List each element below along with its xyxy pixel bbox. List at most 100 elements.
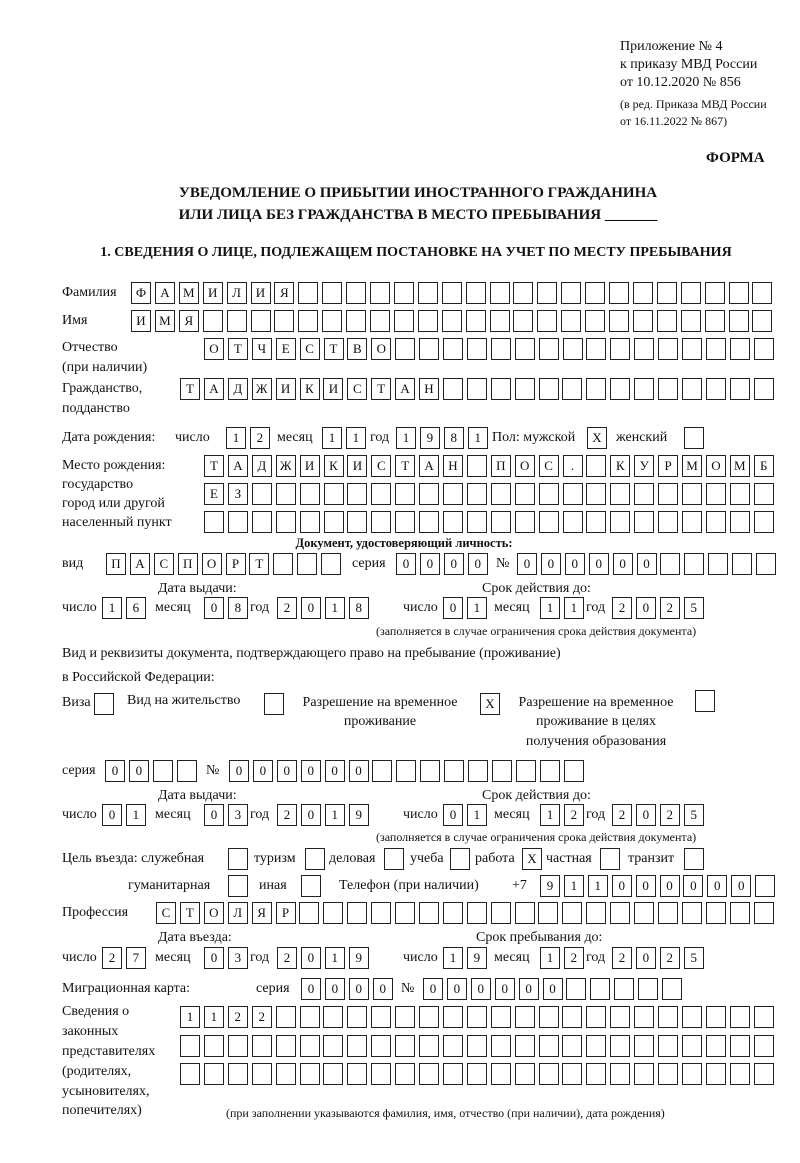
char-cell[interactable]: 2 bbox=[227, 1006, 248, 1028]
char-cell[interactable] bbox=[705, 1035, 726, 1057]
char-cell[interactable] bbox=[681, 1035, 702, 1057]
char-cell[interactable] bbox=[442, 1006, 463, 1028]
checkbox-cell[interactable] bbox=[600, 848, 620, 870]
char-cell[interactable] bbox=[251, 1035, 272, 1057]
char-cell[interactable] bbox=[299, 1063, 320, 1085]
char-cell[interactable] bbox=[323, 483, 344, 505]
char-cell[interactable]: 0 bbox=[372, 978, 393, 1000]
char-cell[interactable] bbox=[490, 378, 511, 400]
char-cell[interactable] bbox=[656, 282, 677, 304]
char-cell[interactable] bbox=[753, 511, 774, 533]
char-cell[interactable] bbox=[323, 1035, 344, 1057]
char-cell[interactable] bbox=[752, 310, 773, 332]
char-cell[interactable] bbox=[729, 902, 750, 924]
char-cell[interactable]: 1 bbox=[125, 804, 146, 826]
char-cell[interactable]: П bbox=[106, 553, 126, 575]
char-cell[interactable] bbox=[755, 875, 776, 897]
char-cell[interactable]: 0 bbox=[635, 804, 656, 826]
char-cell[interactable] bbox=[562, 483, 583, 505]
checkbox-cell[interactable] bbox=[450, 848, 470, 870]
char-cell[interactable]: О bbox=[203, 902, 224, 924]
char-cell[interactable]: С bbox=[347, 378, 368, 400]
char-cell[interactable] bbox=[705, 511, 726, 533]
char-cell[interactable] bbox=[753, 378, 774, 400]
char-cell[interactable] bbox=[491, 760, 512, 782]
char-cell[interactable] bbox=[443, 511, 463, 533]
char-cell[interactable] bbox=[658, 1063, 678, 1085]
char-cell[interactable] bbox=[419, 511, 440, 533]
char-cell[interactable]: 9 bbox=[419, 427, 440, 449]
char-cell[interactable]: Л bbox=[226, 282, 247, 304]
char-cell[interactable]: 0 bbox=[443, 553, 464, 575]
char-cell[interactable] bbox=[298, 282, 319, 304]
char-cell[interactable]: 2 bbox=[251, 1006, 272, 1028]
char-cell[interactable] bbox=[681, 1063, 702, 1085]
char-cell[interactable] bbox=[729, 378, 750, 400]
char-cell[interactable] bbox=[538, 1006, 559, 1028]
char-cell[interactable] bbox=[562, 1006, 583, 1028]
char-cell[interactable] bbox=[728, 282, 749, 304]
char-cell[interactable] bbox=[274, 310, 295, 332]
char-cell[interactable]: О bbox=[514, 455, 535, 477]
char-cell[interactable] bbox=[562, 378, 583, 400]
char-cell[interactable] bbox=[347, 511, 368, 533]
char-cell[interactable]: 0 bbox=[204, 597, 224, 619]
char-cell[interactable] bbox=[538, 338, 559, 360]
char-cell[interactable] bbox=[729, 1063, 750, 1085]
char-cell[interactable]: 7 bbox=[125, 947, 146, 969]
char-cell[interactable]: Е bbox=[204, 483, 224, 505]
char-cell[interactable]: 3 bbox=[227, 804, 248, 826]
char-cell[interactable] bbox=[273, 553, 294, 575]
char-cell[interactable]: 2 bbox=[563, 804, 584, 826]
char-cell[interactable]: 8 bbox=[443, 427, 464, 449]
char-cell[interactable]: 0 bbox=[419, 553, 440, 575]
char-cell[interactable] bbox=[684, 553, 705, 575]
char-cell[interactable]: 0 bbox=[446, 978, 467, 1000]
checkbox-cell[interactable] bbox=[228, 848, 248, 870]
char-cell[interactable] bbox=[658, 1006, 678, 1028]
char-cell[interactable]: И bbox=[250, 282, 271, 304]
char-cell[interactable] bbox=[347, 1063, 368, 1085]
char-cell[interactable] bbox=[419, 338, 440, 360]
checkbox-cell[interactable]: X bbox=[480, 693, 500, 715]
char-cell[interactable] bbox=[681, 902, 702, 924]
char-cell[interactable]: 1 bbox=[563, 875, 584, 897]
char-cell[interactable] bbox=[681, 378, 702, 400]
char-cell[interactable] bbox=[614, 978, 635, 1000]
char-cell[interactable]: А bbox=[154, 282, 175, 304]
char-cell[interactable]: 1 bbox=[540, 804, 560, 826]
checkbox-cell[interactable] bbox=[684, 427, 704, 449]
char-cell[interactable] bbox=[680, 310, 701, 332]
char-cell[interactable]: 0 bbox=[324, 978, 345, 1000]
char-cell[interactable] bbox=[705, 1063, 726, 1085]
char-cell[interactable]: К bbox=[323, 455, 344, 477]
char-cell[interactable]: А bbox=[227, 455, 248, 477]
char-cell[interactable] bbox=[609, 282, 629, 304]
char-cell[interactable] bbox=[490, 1035, 511, 1057]
checkbox-cell[interactable] bbox=[305, 848, 325, 870]
char-cell[interactable]: И bbox=[299, 455, 320, 477]
char-cell[interactable] bbox=[323, 511, 344, 533]
char-cell[interactable] bbox=[370, 282, 390, 304]
char-cell[interactable] bbox=[705, 338, 726, 360]
char-cell[interactable] bbox=[371, 1035, 392, 1057]
char-cell[interactable]: 0 bbox=[204, 947, 224, 969]
char-cell[interactable] bbox=[704, 282, 725, 304]
char-cell[interactable] bbox=[180, 1063, 200, 1085]
char-cell[interactable]: 0 bbox=[252, 760, 273, 782]
char-cell[interactable] bbox=[347, 1035, 368, 1057]
char-cell[interactable] bbox=[566, 978, 587, 1000]
char-cell[interactable]: 9 bbox=[540, 875, 560, 897]
char-cell[interactable] bbox=[419, 1063, 439, 1085]
char-cell[interactable]: 1 bbox=[226, 427, 246, 449]
char-cell[interactable] bbox=[514, 338, 535, 360]
checkbox-cell[interactable]: X bbox=[522, 848, 542, 870]
char-cell[interactable]: 3 bbox=[227, 947, 248, 969]
char-cell[interactable] bbox=[634, 1063, 655, 1085]
char-cell[interactable] bbox=[490, 483, 511, 505]
char-cell[interactable]: 2 bbox=[277, 947, 297, 969]
char-cell[interactable]: 1 bbox=[203, 1006, 224, 1028]
char-cell[interactable] bbox=[443, 338, 463, 360]
char-cell[interactable] bbox=[371, 902, 392, 924]
char-cell[interactable]: 0 bbox=[276, 760, 297, 782]
